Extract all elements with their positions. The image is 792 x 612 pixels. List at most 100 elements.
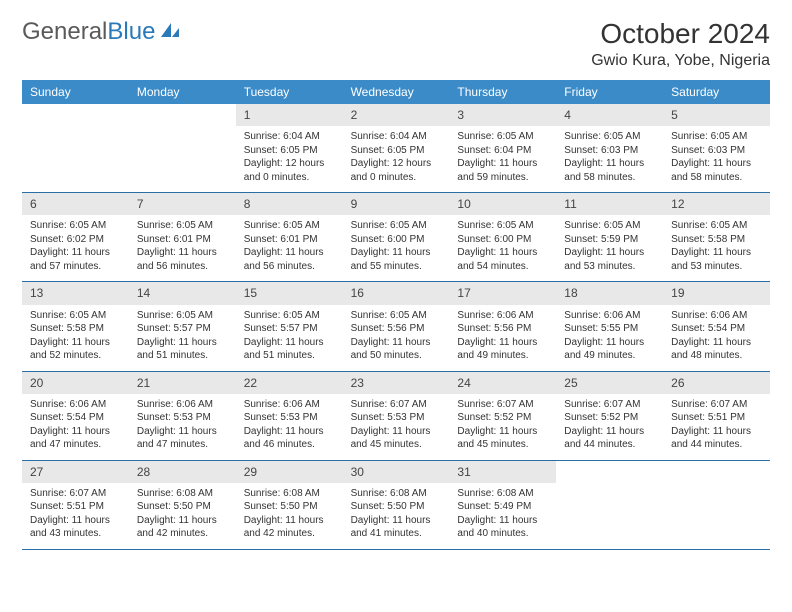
info-line: Sunrise: 6:05 AM	[137, 219, 228, 233]
day-cell: 2Sunrise: 6:04 AMSunset: 6:05 PMDaylight…	[343, 104, 450, 192]
day-info: Sunrise: 6:07 AMSunset: 5:52 PMDaylight:…	[556, 394, 663, 460]
page-header: GeneralBlue October 2024 Gwio Kura, Yobe…	[22, 18, 770, 70]
day-cell: 17Sunrise: 6:06 AMSunset: 5:56 PMDayligh…	[449, 282, 556, 370]
day-number: 9	[343, 193, 450, 215]
info-line: and 59 minutes.	[457, 171, 548, 185]
day-info: Sunrise: 6:06 AMSunset: 5:55 PMDaylight:…	[556, 305, 663, 371]
day-cell: 4Sunrise: 6:05 AMSunset: 6:03 PMDaylight…	[556, 104, 663, 192]
info-line: Sunset: 5:52 PM	[564, 411, 655, 425]
info-line: and 55 minutes.	[351, 260, 442, 274]
day-cell: 13Sunrise: 6:05 AMSunset: 5:58 PMDayligh…	[22, 282, 129, 370]
info-line: Sunrise: 6:08 AM	[351, 487, 442, 501]
info-line: Daylight: 11 hours	[30, 425, 121, 439]
info-line: and 51 minutes.	[244, 349, 335, 363]
day-cell: 22Sunrise: 6:06 AMSunset: 5:53 PMDayligh…	[236, 372, 343, 460]
info-line: Sunrise: 6:07 AM	[457, 398, 548, 412]
info-line: and 58 minutes.	[671, 171, 762, 185]
empty-cell	[663, 461, 770, 549]
info-line: Daylight: 11 hours	[30, 514, 121, 528]
day-header: Wednesday	[343, 80, 450, 104]
info-line: Daylight: 11 hours	[30, 336, 121, 350]
info-line: Sunrise: 6:06 AM	[457, 309, 548, 323]
day-info: Sunrise: 6:06 AMSunset: 5:56 PMDaylight:…	[449, 305, 556, 371]
day-cell: 14Sunrise: 6:05 AMSunset: 5:57 PMDayligh…	[129, 282, 236, 370]
day-header: Friday	[556, 80, 663, 104]
info-line: Sunset: 5:53 PM	[244, 411, 335, 425]
info-line: and 40 minutes.	[457, 527, 548, 541]
calendar: SundayMondayTuesdayWednesdayThursdayFrid…	[22, 80, 770, 550]
info-line: Sunrise: 6:05 AM	[244, 219, 335, 233]
info-line: and 58 minutes.	[564, 171, 655, 185]
day-cell: 26Sunrise: 6:07 AMSunset: 5:51 PMDayligh…	[663, 372, 770, 460]
info-line: and 42 minutes.	[137, 527, 228, 541]
day-number: 2	[343, 104, 450, 126]
info-line: Daylight: 11 hours	[564, 336, 655, 350]
info-line: Daylight: 11 hours	[457, 157, 548, 171]
day-cell: 15Sunrise: 6:05 AMSunset: 5:57 PMDayligh…	[236, 282, 343, 370]
info-line: Daylight: 11 hours	[137, 336, 228, 350]
info-line: Daylight: 11 hours	[457, 246, 548, 260]
info-line: Daylight: 11 hours	[244, 336, 335, 350]
info-line: Sunrise: 6:05 AM	[30, 219, 121, 233]
info-line: Sunset: 5:53 PM	[351, 411, 442, 425]
info-line: Sunrise: 6:07 AM	[30, 487, 121, 501]
day-cell: 6Sunrise: 6:05 AMSunset: 6:02 PMDaylight…	[22, 193, 129, 281]
info-line: Sunset: 5:57 PM	[244, 322, 335, 336]
empty-cell	[556, 461, 663, 549]
info-line: Sunrise: 6:05 AM	[457, 130, 548, 144]
info-line: Sunset: 6:01 PM	[137, 233, 228, 247]
info-line: and 49 minutes.	[564, 349, 655, 363]
day-headers-row: SundayMondayTuesdayWednesdayThursdayFrid…	[22, 80, 770, 104]
day-cell: 27Sunrise: 6:07 AMSunset: 5:51 PMDayligh…	[22, 461, 129, 549]
empty-cell	[129, 104, 236, 192]
day-cell: 23Sunrise: 6:07 AMSunset: 5:53 PMDayligh…	[343, 372, 450, 460]
info-line: Sunrise: 6:05 AM	[564, 130, 655, 144]
info-line: Sunrise: 6:08 AM	[457, 487, 548, 501]
day-number: 12	[663, 193, 770, 215]
day-info: Sunrise: 6:05 AMSunset: 5:58 PMDaylight:…	[22, 305, 129, 371]
day-number: 22	[236, 372, 343, 394]
day-cell: 31Sunrise: 6:08 AMSunset: 5:49 PMDayligh…	[449, 461, 556, 549]
info-line: Daylight: 12 hours	[244, 157, 335, 171]
info-line: Sunrise: 6:07 AM	[671, 398, 762, 412]
info-line: Daylight: 11 hours	[457, 425, 548, 439]
info-line: and 48 minutes.	[671, 349, 762, 363]
info-line: and 57 minutes.	[30, 260, 121, 274]
day-cell: 18Sunrise: 6:06 AMSunset: 5:55 PMDayligh…	[556, 282, 663, 370]
logo-text-blue: Blue	[107, 18, 155, 46]
day-header: Thursday	[449, 80, 556, 104]
week-row: 6Sunrise: 6:05 AMSunset: 6:02 PMDaylight…	[22, 193, 770, 282]
day-number: 1	[236, 104, 343, 126]
info-line: and 43 minutes.	[30, 527, 121, 541]
info-line: Daylight: 11 hours	[137, 246, 228, 260]
day-number: 31	[449, 461, 556, 483]
day-header: Monday	[129, 80, 236, 104]
day-cell: 12Sunrise: 6:05 AMSunset: 5:58 PMDayligh…	[663, 193, 770, 281]
info-line: Sunset: 5:56 PM	[351, 322, 442, 336]
info-line: and 50 minutes.	[351, 349, 442, 363]
info-line: and 53 minutes.	[671, 260, 762, 274]
info-line: Daylight: 11 hours	[671, 425, 762, 439]
info-line: and 45 minutes.	[351, 438, 442, 452]
day-cell: 11Sunrise: 6:05 AMSunset: 5:59 PMDayligh…	[556, 193, 663, 281]
day-number: 5	[663, 104, 770, 126]
info-line: Sunset: 6:00 PM	[457, 233, 548, 247]
info-line: and 44 minutes.	[564, 438, 655, 452]
day-number: 11	[556, 193, 663, 215]
info-line: Daylight: 11 hours	[137, 425, 228, 439]
day-header: Sunday	[22, 80, 129, 104]
day-number: 30	[343, 461, 450, 483]
info-line: and 0 minutes.	[351, 171, 442, 185]
info-line: Sunrise: 6:05 AM	[351, 309, 442, 323]
week-row: 27Sunrise: 6:07 AMSunset: 5:51 PMDayligh…	[22, 461, 770, 550]
day-cell: 8Sunrise: 6:05 AMSunset: 6:01 PMDaylight…	[236, 193, 343, 281]
info-line: Sunset: 6:02 PM	[30, 233, 121, 247]
info-line: Sunrise: 6:04 AM	[351, 130, 442, 144]
day-info: Sunrise: 6:05 AMSunset: 6:01 PMDaylight:…	[236, 215, 343, 281]
info-line: Sunset: 5:54 PM	[671, 322, 762, 336]
day-cell: 25Sunrise: 6:07 AMSunset: 5:52 PMDayligh…	[556, 372, 663, 460]
info-line: Daylight: 11 hours	[351, 425, 442, 439]
info-line: Daylight: 11 hours	[351, 246, 442, 260]
day-number: 3	[449, 104, 556, 126]
info-line: Sunset: 5:57 PM	[137, 322, 228, 336]
